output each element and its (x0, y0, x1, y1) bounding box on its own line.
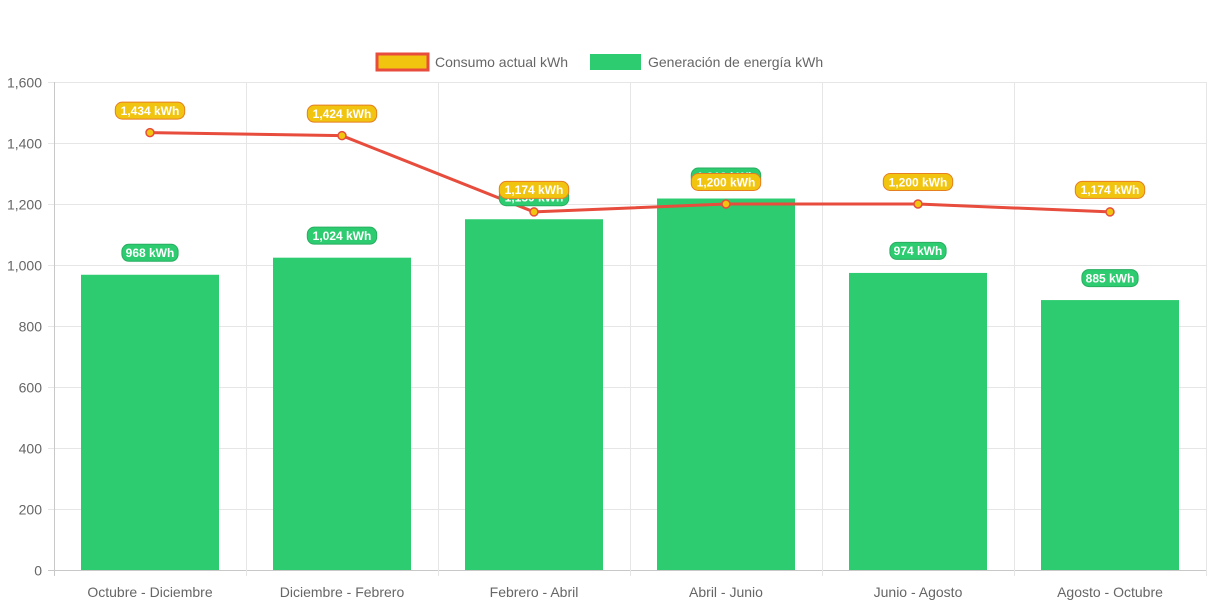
line-data-label-background (690, 173, 762, 191)
line-data-label-text: 1,200 kWh (697, 175, 756, 189)
bar-data-label: 885 kWh (1081, 269, 1139, 288)
bar-data-label-text: 885 kWh (1086, 271, 1135, 285)
line-point (337, 130, 347, 141)
legend-swatch-generacion (590, 54, 641, 70)
line-data-label-text: 1,174 kWh (505, 183, 564, 197)
y-tick-label: 200 (19, 502, 43, 518)
line-data-label-text: 1,434 kWh (121, 104, 180, 118)
line-point (721, 199, 731, 209)
bar (465, 219, 603, 570)
line-data-label-text: 1,200 kWh (889, 175, 948, 189)
line-data-label-background (882, 173, 954, 191)
x-tick-label: Febrero - Abril (490, 584, 579, 600)
line-data-label: 1,200 kWh (690, 173, 762, 191)
y-tick-label: 1,600 (7, 75, 42, 91)
bar-data-label-background (889, 241, 947, 260)
x-tick-label: Diciembre - Febrero (280, 584, 405, 600)
bar-data-label-background (1081, 269, 1139, 288)
line-point (145, 127, 155, 138)
x-tick-label: Abril - Junio (689, 584, 763, 600)
bar-series (81, 198, 1179, 570)
line-data-label-text: 1,424 kWh (313, 107, 372, 121)
line-data-label-background (114, 101, 186, 120)
y-tick-label: 800 (19, 319, 43, 335)
axes: 0 200 400 600 800 1,000 1,200 1,400 1,600 Octubre… (7, 75, 1163, 601)
bar (273, 257, 411, 570)
line-point (1105, 207, 1115, 217)
legend-swatch-consumo (375, 52, 430, 72)
consumption-line (149, 131, 1111, 214)
bar-data-label: 1,024 kWh (306, 226, 378, 245)
bar-data-label-background (306, 226, 378, 245)
line-data-label-background (306, 104, 378, 123)
y-tick-label: 1,000 (7, 258, 42, 274)
x-tick-label: Junio - Agosto (874, 584, 963, 600)
x-tick-label: Agosto - Octubre (1057, 584, 1163, 600)
bar (849, 272, 987, 570)
bar (657, 198, 795, 570)
line-data-label: 1,424 kWh (306, 104, 378, 123)
bar (1041, 300, 1179, 570)
grid-lines (48, 82, 1207, 576)
legend-item-consumo: Consumo actual kWh (375, 52, 568, 72)
legend: Consumo actual kWh Generación de energía … (375, 52, 823, 72)
y-tick-label: 1,200 (7, 197, 42, 213)
legend-label-consumo: Consumo actual kWh (435, 54, 568, 70)
line-data-label: 1,200 kWh (882, 173, 954, 191)
bar-data-label-background (121, 243, 179, 262)
line-series (145, 127, 1115, 217)
y-tick-label: 400 (19, 441, 43, 457)
line-point (529, 207, 539, 217)
bar-data-label-text: 1,024 kWh (313, 229, 372, 243)
line-data-label: 1,174 kWh (1074, 180, 1146, 199)
line-point (913, 199, 923, 209)
bar-data-label-text: 974 kWh (894, 244, 943, 258)
legend-item-generacion: Generación de energía kWh (590, 54, 823, 70)
line-data-label: 1,434 kWh (114, 101, 186, 120)
legend-label-generacion: Generación de energía kWh (648, 54, 823, 70)
y-tick-label: 0 (34, 563, 42, 579)
bar-data-label: 974 kWh (889, 241, 947, 260)
x-tick-label: Octubre - Diciembre (87, 584, 212, 600)
line-data-label: 1,174 kWh (498, 180, 570, 199)
line-data-label-background (498, 180, 570, 199)
y-tick-label: 600 (19, 380, 43, 396)
bar (81, 274, 219, 570)
line-data-label-text: 1,174 kWh (1081, 183, 1140, 197)
y-tick-label: 1,400 (7, 136, 42, 152)
bar-data-label: 968 kWh (121, 243, 179, 262)
bar-data-label-text: 968 kWh (126, 246, 175, 260)
line-data-label-background (1074, 180, 1146, 199)
